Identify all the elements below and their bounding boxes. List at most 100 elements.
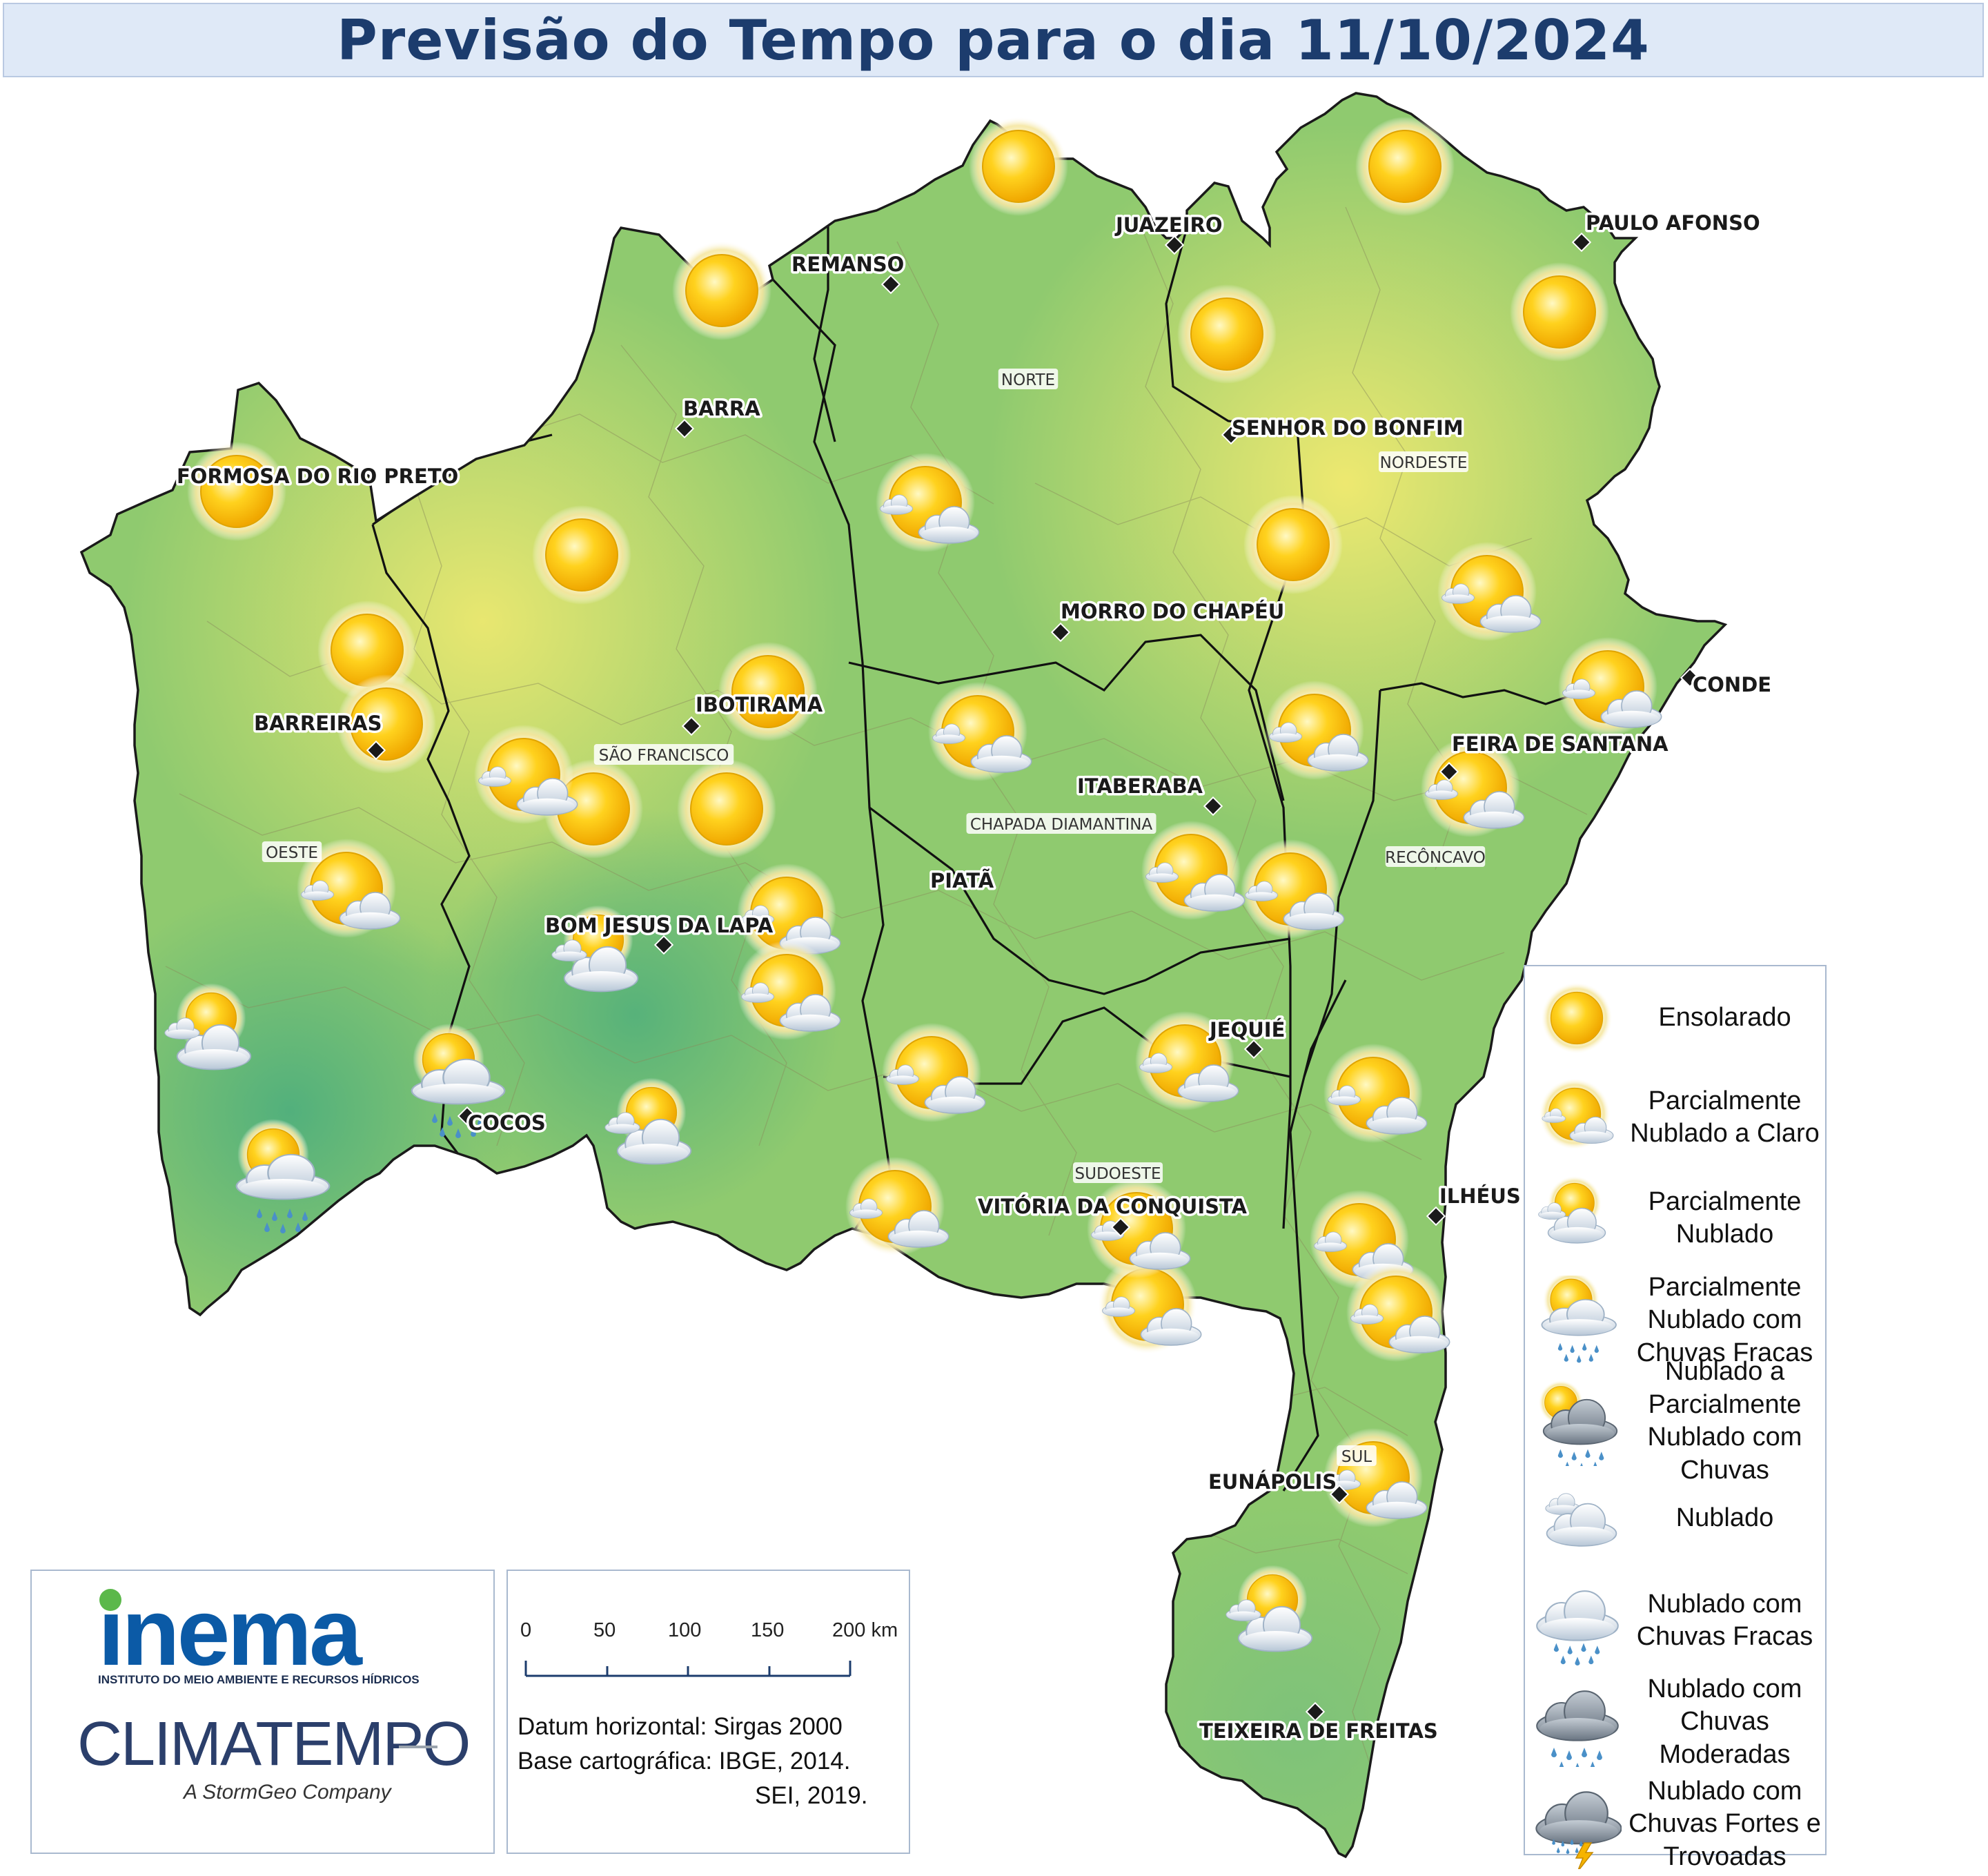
city-marker: IBOTIRAMA xyxy=(681,691,825,736)
inema-logo-dot xyxy=(99,1589,121,1611)
city-dot xyxy=(457,1106,478,1126)
city-dot xyxy=(1164,235,1185,255)
sunny-icon xyxy=(532,505,631,605)
city-marker: JEQUIÉ xyxy=(1206,1016,1288,1059)
city-dot xyxy=(1571,232,1592,253)
city-label: SENHOR DO BONFIM xyxy=(1232,416,1464,440)
legend-item: Nublado com Chuvas Moderadas xyxy=(1525,1674,1825,1774)
cloudy-moderate-rain-icon xyxy=(1536,1690,1619,1767)
city-label: PAULO AFONSO xyxy=(1586,211,1760,235)
svg-text:OESTE: OESTE xyxy=(266,844,318,862)
city-label: CONDE xyxy=(1693,673,1771,696)
sunny-icon xyxy=(1540,981,1613,1055)
city-label: REMANSO xyxy=(791,253,904,276)
svg-text:SÃO FRANCISCO: SÃO FRANCISCO xyxy=(599,745,729,765)
partly-cloudy-light-rain-icon xyxy=(1532,1276,1622,1365)
city-marker: COCOS xyxy=(457,1106,548,1137)
sunny-icon xyxy=(1355,117,1455,216)
cloudy-light-rain-icon xyxy=(1536,1590,1619,1665)
city-label: JUAZEIRO xyxy=(1114,213,1223,237)
city-dot xyxy=(1305,1701,1326,1722)
city-dot xyxy=(1243,1039,1264,1059)
legend-label: Nublado a Parcialmente Nublado com Chuva… xyxy=(1647,1357,1802,1485)
city-dot xyxy=(1680,667,1700,688)
city-marker: FORMOSA DO RIO PRETO xyxy=(175,462,461,491)
logo-box: inema INSTITUTO DO MEIO AMBIENTE E RECUR… xyxy=(30,1570,495,1854)
partly-cloudy-clear-icon xyxy=(1532,1073,1622,1162)
legend-item: Ensolarado xyxy=(1525,973,1825,1070)
sunny-icon xyxy=(1510,262,1609,362)
legend-label: Parcialmente Nublado xyxy=(1648,1186,1802,1249)
city-label: MORRO DO CHAPÉU xyxy=(1061,600,1284,623)
city-dot xyxy=(1110,1217,1131,1238)
city-dot xyxy=(880,274,901,295)
legend-item: Parcialmente Nublado a Claro xyxy=(1525,1073,1825,1169)
city-marker: MORRO DO CHAPÉU xyxy=(1050,598,1287,643)
sunny-icon xyxy=(1243,495,1343,594)
city-label: TEIXEIRA DE FREITAS xyxy=(1199,1719,1438,1743)
city-dot xyxy=(1329,1484,1350,1505)
city-label: ITABERABA xyxy=(1077,774,1203,798)
svg-text:SUDOESTE: SUDOESTE xyxy=(1075,1165,1161,1183)
legend-item: Parcialmente Nublado xyxy=(1525,1173,1825,1270)
svg-text:SUL: SUL xyxy=(1341,1448,1372,1466)
city-marker: JUAZEIRO xyxy=(1112,211,1225,255)
sunny-icon xyxy=(187,442,286,541)
scale-tick-label: 100 xyxy=(668,1619,702,1641)
base-text: Base cartográfica: IBGE, 2014. xyxy=(518,1748,851,1775)
datum-text: Datum horizontal: Sirgas 2000 xyxy=(518,1713,843,1740)
city-marker: SENHOR DO BONFIM xyxy=(1221,414,1466,445)
region-label: OESTE xyxy=(262,841,322,862)
scale-tick-label: 0 xyxy=(520,1619,532,1641)
city-marker: REMANSO xyxy=(789,251,907,295)
city-marker: ITABERABA xyxy=(1075,772,1223,817)
climatempo-logo-line xyxy=(399,1746,437,1748)
partly-cloudy-icon xyxy=(1532,1173,1622,1263)
city-marker: EUNÁPOLIS xyxy=(1206,1468,1350,1505)
city-label: PIATÃ xyxy=(930,869,994,892)
climatempo-logo: CLIMATEMPO xyxy=(77,1710,471,1779)
legend-label: Parcialmente Nublado com Chuvas Fracas xyxy=(1636,1272,1813,1367)
scale-tick-label: 200 km xyxy=(832,1619,898,1641)
sunny-icon xyxy=(672,241,771,340)
city-dot xyxy=(674,418,695,439)
sunny-icon xyxy=(677,759,776,859)
region-label: NORTE xyxy=(998,369,1059,389)
legend-label: Nublado com Chuvas Moderadas xyxy=(1647,1674,1802,1769)
city-label: FEIRA DE SANTANA xyxy=(1452,732,1669,756)
city-label: VITÓRIA DA CONQUISTA xyxy=(978,1195,1248,1218)
inema-logo: inema xyxy=(98,1579,362,1686)
city-marker: BOM JESUS DA LAPA xyxy=(543,912,776,955)
city-dot xyxy=(366,740,386,761)
city-label: IBOTIRAMA xyxy=(696,693,823,716)
city-marker: VITÓRIA DA CONQUISTA xyxy=(976,1193,1250,1238)
city-dot xyxy=(681,716,702,736)
city-marker: ILHÉUS xyxy=(1426,1182,1523,1227)
city-label: ILHÉUS xyxy=(1439,1184,1521,1208)
city-dot xyxy=(653,935,674,955)
svg-text:NORTE: NORTE xyxy=(1001,371,1055,389)
city-marker: PAULO AFONSO xyxy=(1571,209,1762,253)
page-title: Previsão do Tempo para o dia 11/10/2024 xyxy=(337,8,1650,72)
stormgeo-tagline: A StormGeo Company xyxy=(184,1781,391,1804)
region-label: SUL xyxy=(1337,1445,1377,1466)
city-marker: TEIXEIRA DE FREITAS xyxy=(1197,1701,1440,1746)
scale-tick-label: 150 xyxy=(751,1619,785,1641)
city-label: BARREIRAS xyxy=(254,712,382,735)
city-dot xyxy=(1203,796,1223,817)
legend-item: Parcialmente Nublado com Chuvas Fracas xyxy=(1525,1272,1825,1372)
city-label: BOM JESUS DA LAPA xyxy=(545,914,774,937)
region-label: SÃO FRANCISCO xyxy=(593,744,734,765)
city-marker: BARRA xyxy=(674,395,763,439)
info-box: 0 50 100 150 200 km Datum horizontal: Si… xyxy=(506,1570,910,1854)
city-dot xyxy=(1426,1206,1446,1227)
legend-label: Parcialmente Nublado a Claro xyxy=(1630,1086,1820,1149)
scale-tick-label: 50 xyxy=(593,1619,616,1641)
city-label: JEQUIÉ xyxy=(1208,1018,1285,1042)
region-label: SUDOESTE xyxy=(1073,1162,1163,1183)
base-text-2: SEI, 2019. xyxy=(755,1782,868,1809)
sunny-icon xyxy=(1177,284,1277,384)
svg-text:CHAPADA DIAMANTINA: CHAPADA DIAMANTINA xyxy=(970,816,1153,834)
legend-label: Nublado com Chuvas Fracas xyxy=(1636,1589,1813,1652)
